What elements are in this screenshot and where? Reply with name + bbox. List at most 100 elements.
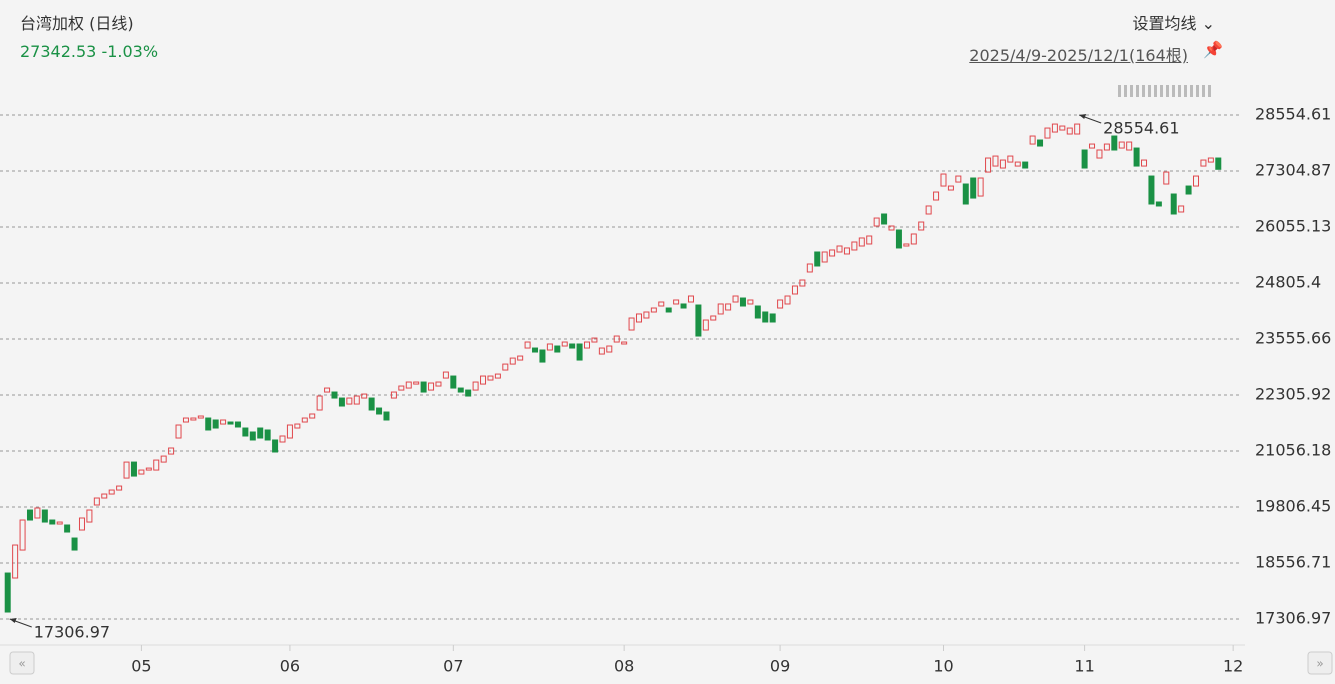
candle-body — [754, 305, 761, 319]
candle-body — [1163, 171, 1170, 185]
candle-body — [41, 509, 48, 523]
title: 台湾加权 (日线) — [20, 14, 134, 33]
candle-body — [227, 421, 234, 425]
candle-body — [1170, 193, 1177, 215]
scroll-left-icon[interactable]: « — [18, 657, 25, 671]
candle-body — [175, 424, 182, 439]
candle-body — [873, 217, 880, 227]
ma-button[interactable]: 设置均线 ⌄ — [1132, 14, 1215, 33]
candle-body — [999, 159, 1006, 169]
candle-body — [1022, 161, 1029, 169]
candle-body — [1007, 155, 1014, 163]
candle-body — [925, 205, 932, 215]
candle-body — [576, 343, 583, 361]
candle-body — [160, 455, 167, 463]
candle-body — [1103, 143, 1110, 151]
candle-body — [695, 304, 702, 337]
candle-body — [962, 183, 969, 205]
candle-body — [242, 427, 249, 437]
y-tick-label: 21056.18 — [1255, 441, 1331, 460]
candle-body — [494, 373, 501, 379]
candle-body — [1200, 159, 1207, 167]
annotation-label: 28554.61 — [1103, 118, 1179, 137]
candle-body — [992, 155, 999, 167]
candle-body — [71, 537, 78, 551]
candle-body — [56, 521, 63, 525]
candle-body — [64, 524, 71, 533]
candle-body — [286, 424, 293, 439]
x-tick-label: 09 — [770, 657, 790, 676]
candle-body — [739, 297, 746, 307]
price: 27342.53 — [20, 42, 97, 61]
candle-body — [205, 417, 212, 431]
x-tick-label: 05 — [131, 657, 151, 676]
candle-body — [220, 419, 227, 425]
candle-body — [732, 295, 739, 303]
candle-body — [368, 397, 375, 411]
annotation-arrowhead — [1079, 113, 1087, 119]
candle-body — [673, 299, 680, 305]
x-tick-label: 12 — [1223, 657, 1243, 676]
candle-body — [264, 429, 271, 441]
candle-body — [1014, 161, 1021, 167]
candle-body — [970, 177, 977, 199]
candle-body — [517, 355, 524, 361]
candle-body — [338, 397, 345, 407]
ma-label[interactable]: 设置均线 — [1132, 14, 1197, 33]
candle-body — [405, 381, 412, 389]
candle-body — [390, 391, 397, 399]
candle-body — [910, 233, 917, 245]
candle-body — [472, 381, 479, 391]
scroll-left[interactable] — [9, 651, 35, 675]
quote: 27342.53 -1.03% — [20, 42, 158, 61]
candle-body — [12, 544, 19, 579]
candle-body — [19, 519, 26, 551]
candle-body — [234, 421, 241, 428]
scroll-right-icon[interactable]: » — [1316, 657, 1323, 671]
candle-body — [687, 295, 694, 303]
candle-body — [398, 385, 405, 391]
candle-body — [821, 251, 828, 263]
candle-body — [1029, 135, 1036, 145]
candle-body — [1178, 205, 1185, 213]
candle-body — [487, 375, 494, 381]
candle-body — [361, 393, 368, 399]
candle-body — [1207, 157, 1214, 163]
candle-body — [1193, 175, 1200, 187]
candle-body — [130, 461, 137, 477]
candle-body — [168, 447, 175, 455]
x-tick-label: 06 — [280, 657, 300, 676]
candle-body — [851, 241, 858, 251]
date-range[interactable]: 2025/4/9-2025/12/1(164根) — [969, 46, 1188, 65]
candle-body — [895, 229, 902, 249]
candle-body — [1037, 139, 1044, 147]
candle-body — [34, 507, 41, 519]
pin-icon[interactable]: 📌 — [1203, 40, 1223, 59]
candle-body — [450, 375, 457, 389]
candle-body — [569, 343, 576, 349]
candle-body — [561, 341, 568, 347]
candle-body — [1133, 147, 1140, 167]
scroll-right[interactable] — [1307, 651, 1333, 675]
candle-body — [524, 341, 531, 349]
candle-body — [428, 382, 435, 391]
candle-body — [888, 225, 895, 231]
candle-body — [376, 407, 383, 415]
y-tick-label: 28554.61 — [1255, 104, 1331, 123]
candle-body — [710, 315, 717, 321]
candle-body — [457, 387, 464, 393]
candle-body — [272, 439, 279, 453]
candle-body — [784, 295, 791, 305]
candle-body — [1044, 127, 1051, 139]
candle-body — [153, 459, 160, 471]
candle-body — [1096, 149, 1103, 159]
toolbar-handle[interactable] — [1118, 85, 1214, 97]
candle-body — [643, 311, 650, 319]
y-tick-label: 24805.4 — [1255, 272, 1321, 291]
candle-body — [465, 389, 472, 397]
candle-body — [1141, 159, 1148, 167]
candle-body — [353, 395, 360, 405]
candle-body — [420, 381, 427, 393]
candle-body — [279, 435, 286, 443]
